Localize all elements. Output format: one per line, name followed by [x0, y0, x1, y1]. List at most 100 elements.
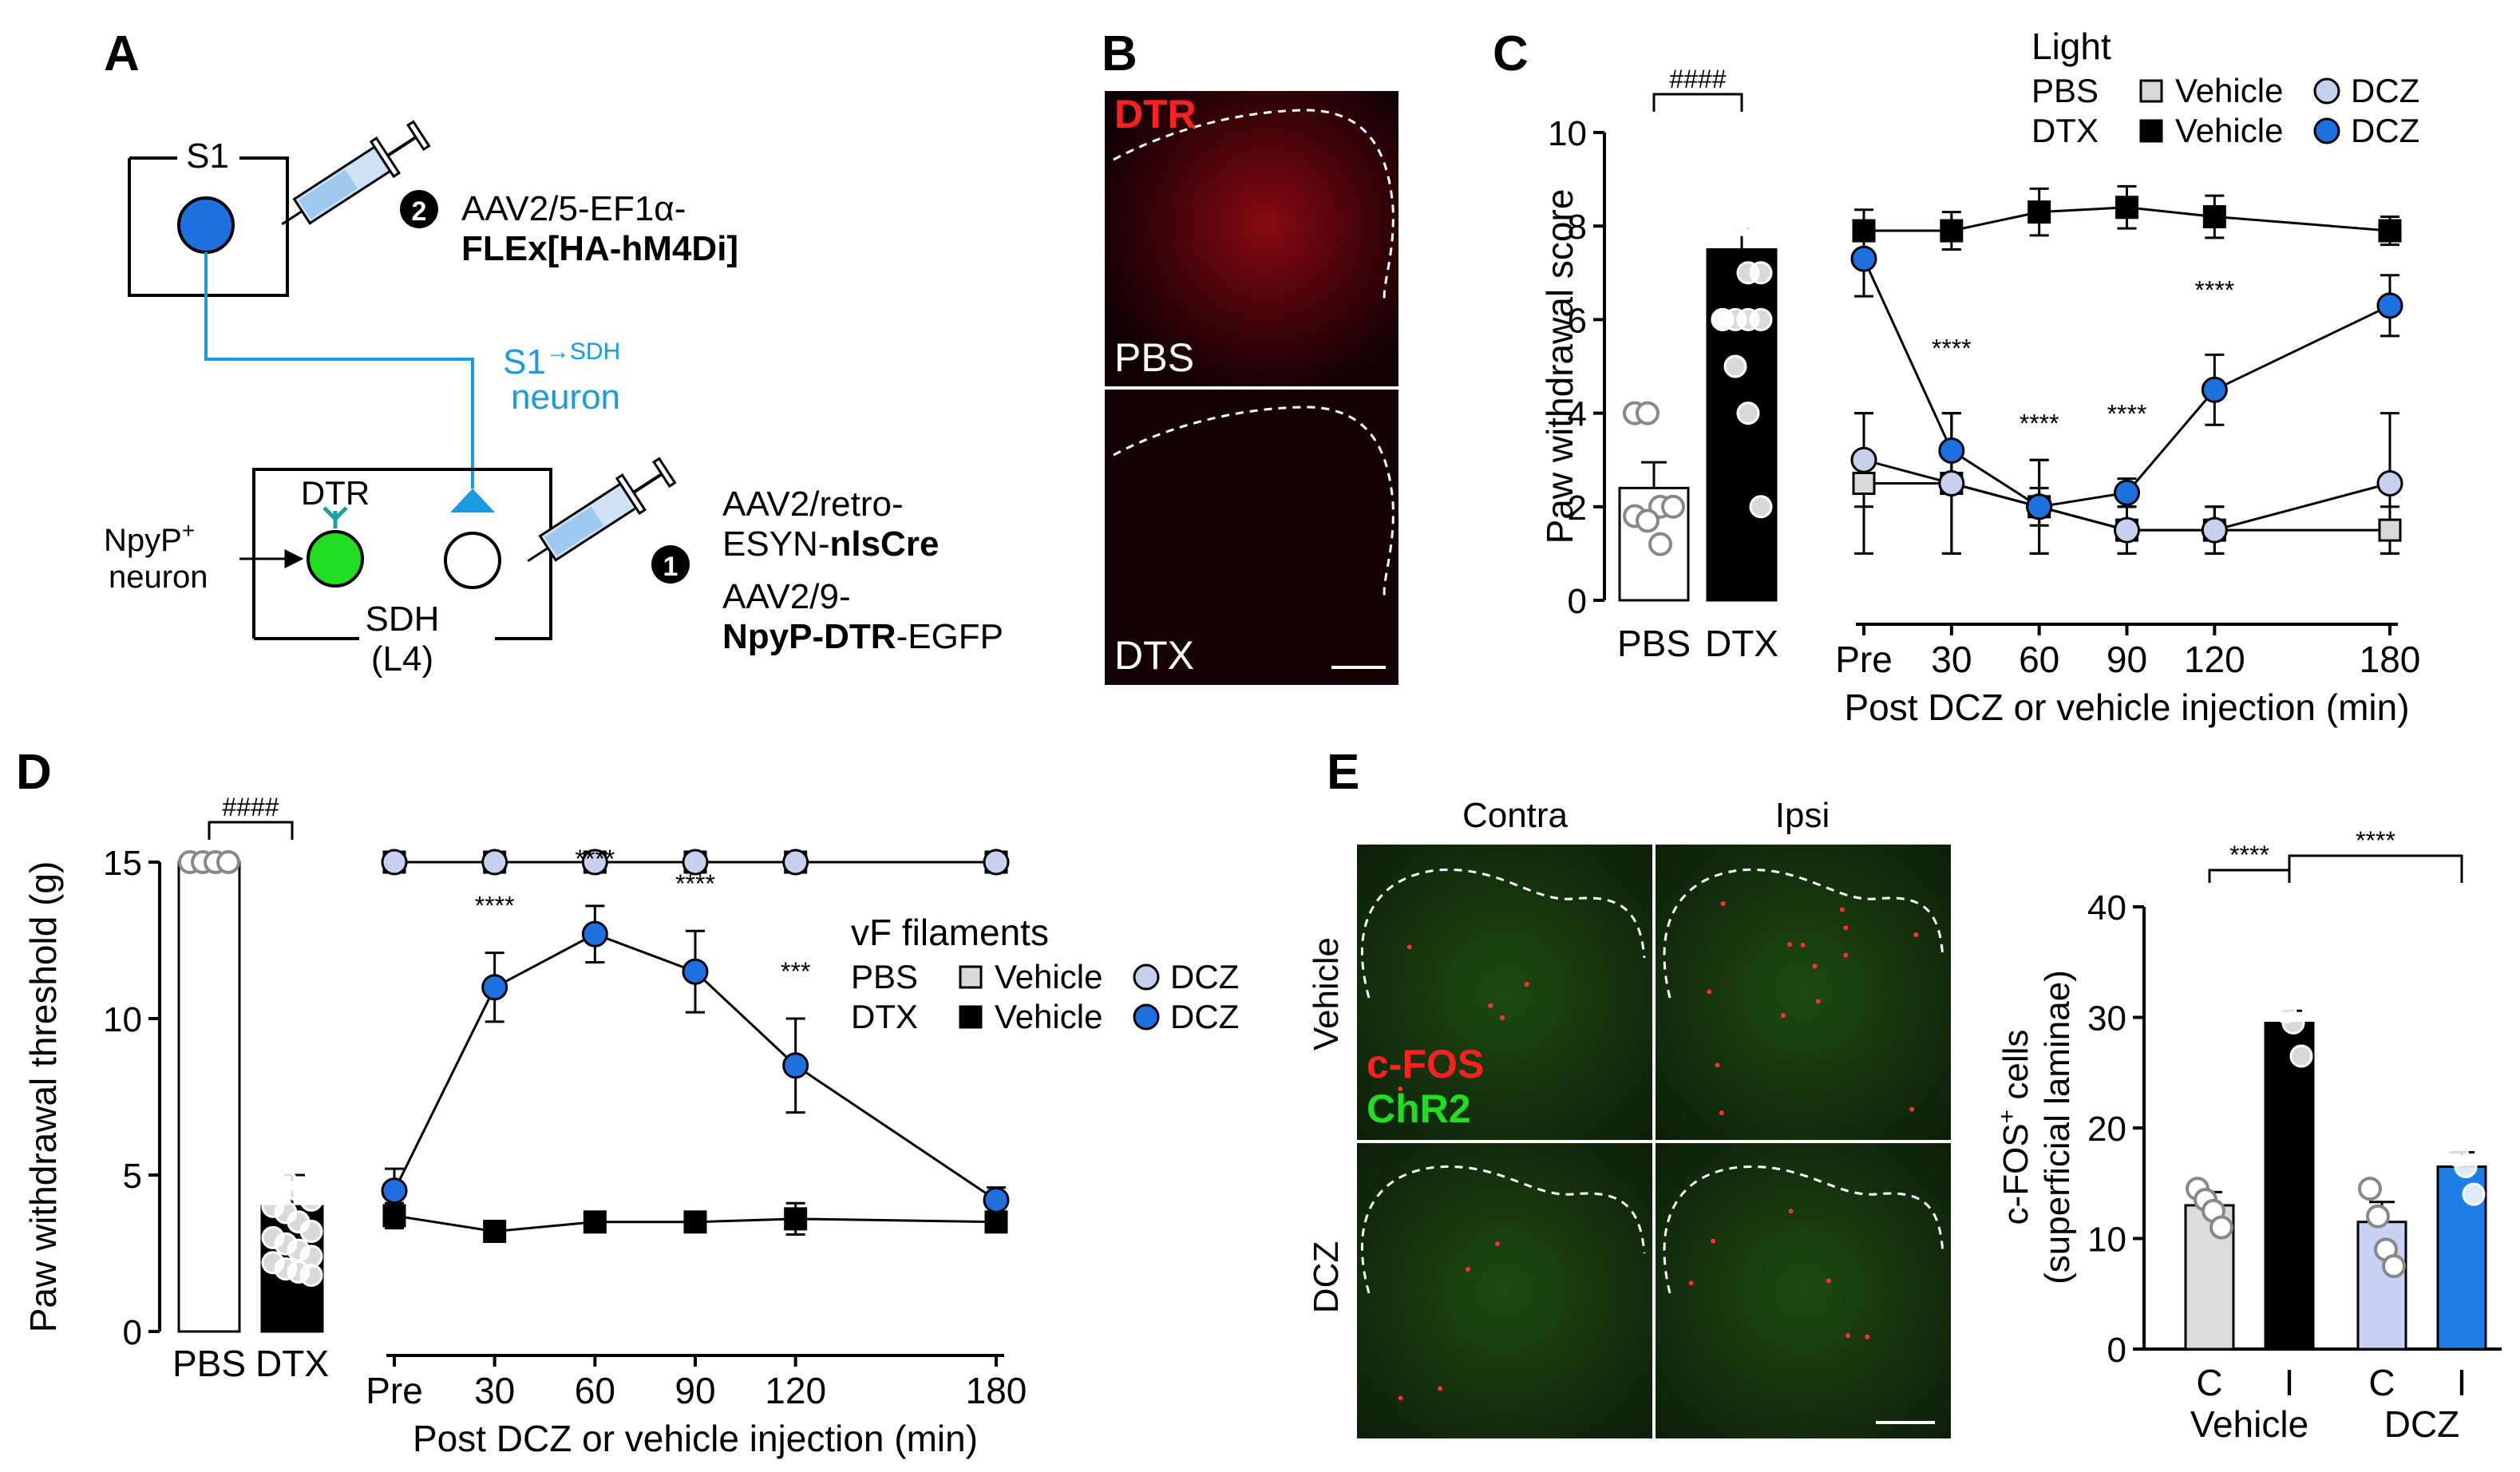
- significance-bracket: [2288, 854, 2463, 883]
- data-point: [2281, 1011, 2305, 1035]
- data-point: [1749, 168, 1773, 192]
- sdh-sublabel: (L4): [371, 639, 433, 679]
- chr2-stain-label: ChR2: [1367, 1086, 1471, 1131]
- x-axis-label: Post DCZ or vehicle injection (min): [413, 1418, 978, 1459]
- panel-letter-a: A: [104, 26, 140, 81]
- step-1-line-3: AAV2/9-: [722, 577, 851, 616]
- significance-annotation: ****: [2020, 409, 2059, 437]
- legend-label: DCZ: [1170, 998, 1239, 1035]
- y-tick-label: 40: [2087, 888, 2126, 928]
- dtr-label: DTR: [301, 474, 370, 512]
- step-1-line-2: ESYN-nlsCre: [722, 524, 939, 564]
- legend-marker: [2139, 119, 2163, 143]
- data-point: [382, 1204, 406, 1228]
- row-label-vehicle: Vehicle: [1307, 937, 1346, 1051]
- data-point: [2376, 470, 2403, 497]
- chart-c-left: 0 2 4 6 8 10 PBS DTX Paw withdrawal score ####: [1539, 65, 1778, 664]
- legend-title: vF filaments: [851, 912, 1049, 953]
- micrograph-vehicle-contra: [1357, 845, 1652, 1140]
- significance-label: ####: [222, 793, 279, 821]
- cfos-punctum: [1398, 1086, 1403, 1092]
- category-label: C: [2196, 1362, 2222, 1403]
- significance-bracket: [208, 821, 294, 840]
- data-point: [1940, 219, 1964, 243]
- legend-marker: [2139, 79, 2163, 103]
- micrograph-dtx: [1105, 390, 1398, 685]
- syringe-1-icon: [527, 457, 677, 563]
- x-tick-label: Pre: [1835, 639, 1893, 680]
- group-label: DCZ: [2384, 1403, 2460, 1445]
- chart-d-left: 0 5 10 15 PBS DTX Paw withdrawal threshold (g)…: [22, 793, 329, 1384]
- data-point: [1711, 121, 1735, 144]
- x-axis-label: Post DCZ or vehicle injection (min): [1844, 687, 2409, 728]
- sdh-label: SDH: [366, 599, 440, 639]
- y-tick-label: 0: [123, 1313, 142, 1352]
- dorsal-horn-outline-dtx: [1113, 406, 1395, 599]
- data-point: [1636, 508, 1660, 533]
- projection-line: [204, 252, 474, 489]
- bar: [2436, 1165, 2487, 1351]
- x-tick-label: 180: [2360, 639, 2421, 680]
- data-point: [2201, 516, 2228, 544]
- data-point: [1749, 261, 1773, 285]
- s1-sdh-label-line2: neuron: [511, 378, 620, 417]
- data-point: [1852, 472, 1876, 495]
- x-tick-label: 90: [675, 1370, 715, 1411]
- significance-annotation: ****: [2194, 275, 2234, 304]
- legend-title: Light: [2031, 26, 2111, 67]
- dorsal-horn-outline-pbs: [1113, 109, 1395, 304]
- y-tick-label: 10: [1548, 114, 1587, 153]
- series-line: [393, 932, 997, 1201]
- legend-marker: [959, 1005, 983, 1029]
- y-tick-label: 6: [1568, 301, 1587, 340]
- legend-row-pbs: PBS: [851, 958, 918, 995]
- cfos-punctum: [1488, 1003, 1493, 1008]
- step-2-badge: [400, 190, 438, 228]
- s1-sdh-label: S1→SDH: [503, 338, 620, 382]
- cfos-punctum: [1843, 952, 1849, 958]
- dtx-image-label: DTX: [1114, 633, 1194, 678]
- cfos-punctum: [1466, 1267, 1471, 1272]
- data-point: [2115, 196, 2138, 220]
- significance-annotation: ***: [781, 957, 810, 986]
- step-2-number: 2: [412, 196, 427, 227]
- pbs-image-label: PBS: [1114, 335, 1194, 380]
- legend-label: Vehicle: [995, 958, 1102, 995]
- data-point: [2027, 200, 2051, 224]
- cfos-punctum: [1719, 1110, 1724, 1115]
- cfos-punctum: [1707, 989, 1712, 995]
- data-point: [581, 849, 608, 876]
- data-point: [2454, 1154, 2478, 1178]
- data-point: [1636, 401, 1660, 425]
- data-point: [1711, 307, 1735, 331]
- cfos-punctum: [1845, 1333, 1851, 1339]
- cfos-dots: [1398, 901, 1919, 1401]
- cfos-punctum: [1843, 925, 1849, 931]
- legend-marker: [2313, 117, 2340, 144]
- significance-annotation: ****: [575, 845, 615, 873]
- significance-label: ****: [2356, 826, 2395, 855]
- data-point: [2376, 292, 2403, 319]
- cfos-punctum: [1780, 1013, 1786, 1019]
- dorsal-horn-outline-dc: [1360, 1165, 1646, 1294]
- panel-e: E Contra Ipsi Vehicle DCZ c-FOS ChR2 0 10…: [1307, 745, 2502, 1445]
- x-tick-label: 120: [765, 1370, 826, 1411]
- data-point: [1749, 307, 1773, 331]
- dtr-stain-label: DTR: [1114, 92, 1197, 137]
- cfos-punctum: [1449, 1064, 1454, 1070]
- chart-e-right: 0 10 20 30 40 C I C Ic-FOS+ cells (superficial la…: [1994, 826, 2502, 1445]
- data-point: [784, 1207, 808, 1231]
- data-point: [2462, 1182, 2486, 1206]
- cfos-punctum: [1437, 1386, 1442, 1391]
- npyp-label: NpyP+: [104, 518, 195, 558]
- significance-annotation: ****: [675, 869, 715, 898]
- data-point: [481, 974, 508, 1001]
- y-tick-label: 0: [2107, 1331, 2126, 1370]
- data-point: [1648, 532, 1672, 556]
- step-2-line-2: FLEx[HA-hM4Di]: [461, 229, 738, 268]
- cfos-punctum: [1826, 1278, 1831, 1284]
- cfos-punctum: [1839, 907, 1845, 912]
- s1-neuron: [177, 196, 235, 254]
- legend-marker: [2313, 77, 2340, 105]
- significance-annotation: ****: [1932, 334, 1972, 363]
